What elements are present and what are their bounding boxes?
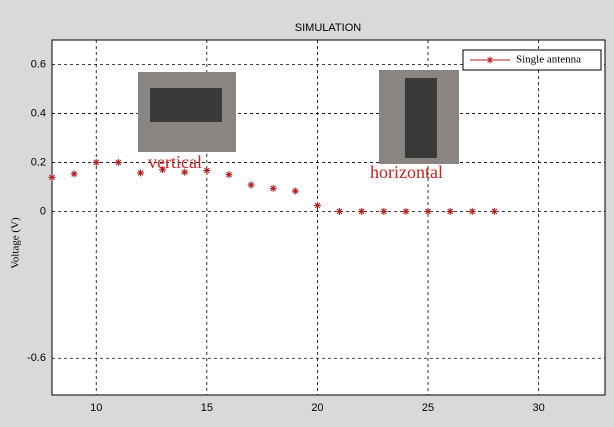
x-tick-label: 30 xyxy=(533,402,545,414)
marker xyxy=(92,158,100,166)
plot-area xyxy=(51,39,606,396)
legend-label: Single antenna xyxy=(516,54,581,66)
x-tick-label: 15 xyxy=(201,402,213,414)
marker xyxy=(358,207,366,215)
x-tick-label: 20 xyxy=(311,402,323,414)
y-tick-label: 0.2 xyxy=(31,156,46,168)
marker xyxy=(159,166,167,174)
y-tick-label: 0 xyxy=(40,205,46,217)
antenna-image xyxy=(405,78,437,158)
marker xyxy=(380,207,388,215)
marker xyxy=(114,158,122,166)
marker xyxy=(336,207,344,215)
marker xyxy=(70,170,78,178)
legend-marker xyxy=(486,56,494,64)
y-axis-label: Voltage (V) xyxy=(10,217,22,269)
marker xyxy=(225,171,233,179)
x-tick-label: 25 xyxy=(422,402,434,414)
marker xyxy=(402,207,410,215)
marker xyxy=(291,187,299,195)
legend xyxy=(462,49,602,71)
y-tick-label: -0.6 xyxy=(27,352,46,364)
marker xyxy=(490,207,498,215)
marker xyxy=(424,207,432,215)
marker xyxy=(313,202,321,210)
chart-title: SIMULATION xyxy=(295,22,361,34)
marker xyxy=(203,166,211,174)
y-tick-label: 0.4 xyxy=(31,107,46,119)
marker xyxy=(181,168,189,176)
annotation: vertical xyxy=(148,152,202,172)
x-tick-label: 10 xyxy=(90,402,102,414)
annotation: horizontal xyxy=(370,162,443,182)
y-tick-label: 0.6 xyxy=(31,58,46,70)
marker xyxy=(269,184,277,192)
marker xyxy=(446,207,454,215)
antenna-image xyxy=(150,88,222,122)
marker xyxy=(136,169,144,177)
marker xyxy=(247,181,255,189)
marker xyxy=(468,207,476,215)
marker xyxy=(48,173,56,181)
